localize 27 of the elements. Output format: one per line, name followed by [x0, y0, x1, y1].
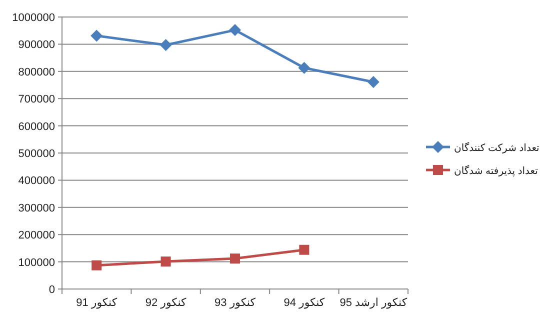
- point: [299, 244, 310, 255]
- x-tick-label: کنکور 93: [214, 297, 256, 309]
- point: [298, 62, 310, 74]
- x-tick-label: کنکور 94: [284, 297, 326, 309]
- x-tick-label: کنکور 92: [145, 297, 188, 309]
- point: [92, 260, 102, 270]
- legend-label: تعداد پذیرفته شدگان: [454, 165, 538, 177]
- point: [160, 256, 171, 267]
- y-tick-label: 500000: [18, 148, 55, 160]
- y-tick-label: 400000: [18, 175, 55, 188]
- y-tick-label: 100000: [18, 256, 55, 269]
- y-tick-label: 600000: [18, 120, 55, 133]
- x-tick-label: کنکور 91: [76, 297, 118, 309]
- y-tick-label: 900000: [18, 39, 55, 52]
- point: [90, 30, 103, 42]
- y-tick-label: 300000: [18, 202, 55, 214]
- y-tick-label: 200000: [18, 230, 55, 242]
- x-tick-label: کنکور ارشد 95: [340, 297, 408, 309]
- point: [229, 24, 241, 36]
- y-tick-label: 1000000: [12, 12, 55, 24]
- point: [160, 39, 172, 52]
- y-tick-label: 0: [48, 284, 55, 296]
- legend-label: تعداد شرکت کنندگان: [454, 142, 540, 154]
- y-tick-label: 700000: [18, 94, 55, 106]
- point: [230, 254, 240, 264]
- point: [367, 76, 380, 88]
- y-tick-label: 800000: [18, 66, 55, 78]
